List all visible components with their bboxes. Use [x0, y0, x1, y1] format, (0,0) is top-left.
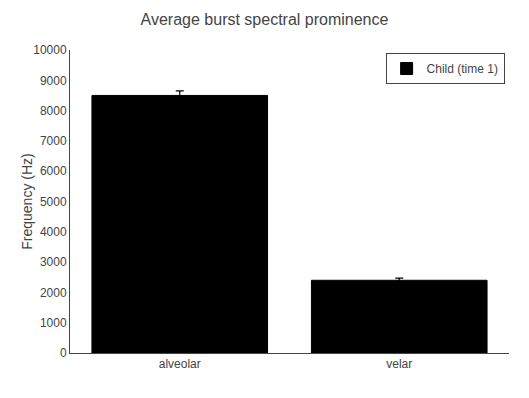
svg-text:alveolar: alveolar — [159, 357, 201, 371]
svg-text:4000: 4000 — [40, 225, 67, 239]
svg-text:6000: 6000 — [40, 164, 67, 178]
svg-text:10000: 10000 — [33, 43, 67, 57]
svg-text:Child (time 1): Child (time 1) — [427, 62, 498, 76]
svg-text:1000: 1000 — [40, 316, 67, 330]
svg-text:7000: 7000 — [40, 134, 67, 148]
svg-text:3000: 3000 — [40, 255, 67, 269]
svg-text:Frequency (Hz): Frequency (Hz) — [19, 153, 35, 249]
svg-text:5000: 5000 — [40, 195, 67, 209]
svg-text:8000: 8000 — [40, 104, 67, 118]
svg-text:velar: velar — [386, 357, 412, 371]
svg-text:2000: 2000 — [40, 286, 67, 300]
svg-text:9000: 9000 — [40, 74, 67, 88]
svg-text:0: 0 — [60, 346, 67, 360]
svg-text:Average burst spectral promine: Average burst spectral prominence — [141, 11, 389, 28]
